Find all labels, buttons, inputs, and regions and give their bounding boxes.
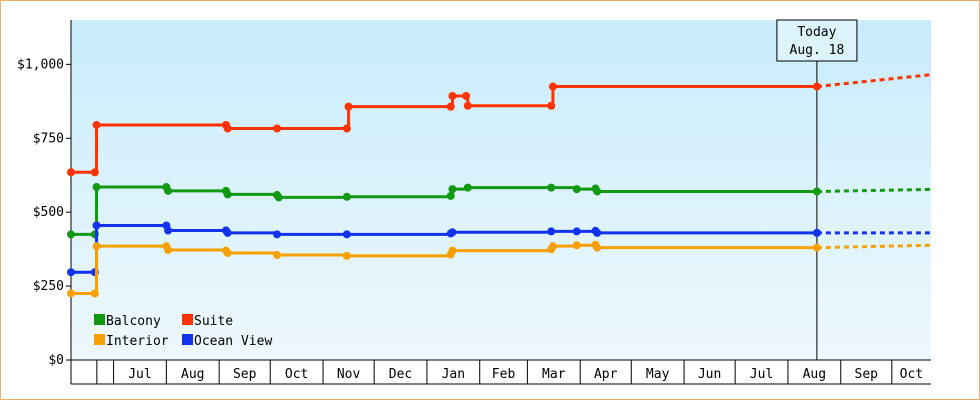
series-forecast-suite (816, 73, 932, 89)
data-point-suite (67, 168, 75, 177)
data-point-suite (812, 82, 821, 91)
x-tick-label: May (646, 367, 670, 382)
series-forecast-interior (816, 243, 932, 250)
data-point-ocean-view (273, 230, 282, 239)
data-point-interior (273, 251, 282, 260)
data-point-balcony (274, 193, 283, 202)
x-tick-label: Nov (337, 367, 361, 382)
data-point-suite (90, 168, 99, 177)
legend-label-balcony: Balcony (106, 314, 161, 329)
data-point-balcony (812, 187, 821, 196)
data-point-balcony (547, 183, 556, 192)
y-tick-label: $750 (33, 131, 64, 146)
data-point-suite (223, 124, 232, 133)
x-tick-label: Feb (492, 367, 516, 382)
data-point-ocean-view (593, 228, 602, 237)
data-point-balcony (223, 190, 232, 199)
data-point-balcony (572, 185, 581, 194)
data-point-interior (90, 289, 99, 298)
data-point-ocean-view (67, 268, 75, 277)
data-point-suite (548, 82, 557, 91)
x-tick-label: Oct (285, 367, 308, 382)
x-tick-label: Sep (233, 367, 257, 382)
data-point-interior (342, 251, 351, 260)
data-point-balcony (67, 230, 75, 239)
data-point-suite (273, 124, 282, 133)
x-tick-label: Jul (750, 367, 773, 382)
data-point-interior (448, 246, 457, 255)
data-point-interior (593, 243, 602, 252)
x-tick-label: Mar (542, 367, 566, 382)
data-point-balcony (463, 183, 472, 192)
legend-swatch-balcony (94, 314, 105, 325)
data-point-balcony (164, 186, 173, 195)
legend-swatch-interior (94, 334, 105, 345)
legend-swatch-ocean-view (182, 334, 193, 345)
data-point-ocean-view (342, 230, 351, 239)
y-tick-label: $0 (48, 353, 64, 368)
data-point-ocean-view (92, 221, 101, 230)
data-point-ocean-view (547, 227, 556, 236)
data-point-suite (463, 101, 472, 110)
data-point-suite (342, 124, 351, 133)
x-tick-label: Oct (900, 367, 923, 382)
series-forecast-balcony (816, 187, 932, 193)
data-point-interior (572, 241, 581, 250)
x-tick-label: Aug (803, 367, 826, 382)
data-point-ocean-view (448, 228, 457, 237)
data-point-ocean-view (572, 227, 581, 236)
data-point-ocean-view (223, 228, 232, 237)
x-tick-label: Jul (128, 367, 151, 382)
y-tick-label: $1,000 (17, 57, 64, 72)
data-point-interior (92, 242, 101, 251)
today-box (776, 19, 858, 62)
x-tick-label: Sep (855, 367, 879, 382)
today-label: Today (797, 25, 836, 40)
data-point-interior (548, 242, 557, 251)
data-point-suite (462, 91, 471, 100)
data-point-suite (344, 102, 353, 111)
x-tick-label: Jan (442, 367, 465, 382)
data-point-suite (446, 102, 455, 111)
x-tick-label: Aug (181, 367, 204, 382)
legend-label-suite: Suite (194, 314, 233, 329)
data-point-ocean-view (164, 226, 173, 235)
legend-label-ocean-view: Ocean View (194, 334, 272, 349)
today-date-label: Aug. 18 (790, 43, 845, 58)
y-tick-label: $500 (33, 205, 64, 220)
data-point-balcony (448, 185, 457, 194)
data-point-ocean-view (812, 228, 821, 237)
data-point-balcony (593, 187, 602, 196)
data-point-suite (547, 101, 556, 110)
data-point-balcony (92, 183, 101, 192)
legend-swatch-suite (182, 314, 193, 325)
data-point-interior (812, 243, 821, 252)
data-point-suite (92, 120, 101, 129)
x-tick-label: Jun (698, 367, 721, 382)
x-tick-label: Apr (594, 367, 618, 382)
y-tick-label: $250 (33, 279, 64, 294)
data-point-interior (223, 248, 232, 257)
data-point-balcony (342, 192, 351, 201)
data-point-interior (164, 246, 173, 255)
data-point-balcony (446, 191, 455, 200)
legend-label-interior: Interior (106, 334, 169, 349)
data-point-interior (67, 289, 75, 298)
x-tick-label: Dec (389, 367, 412, 382)
data-point-suite (448, 91, 457, 100)
